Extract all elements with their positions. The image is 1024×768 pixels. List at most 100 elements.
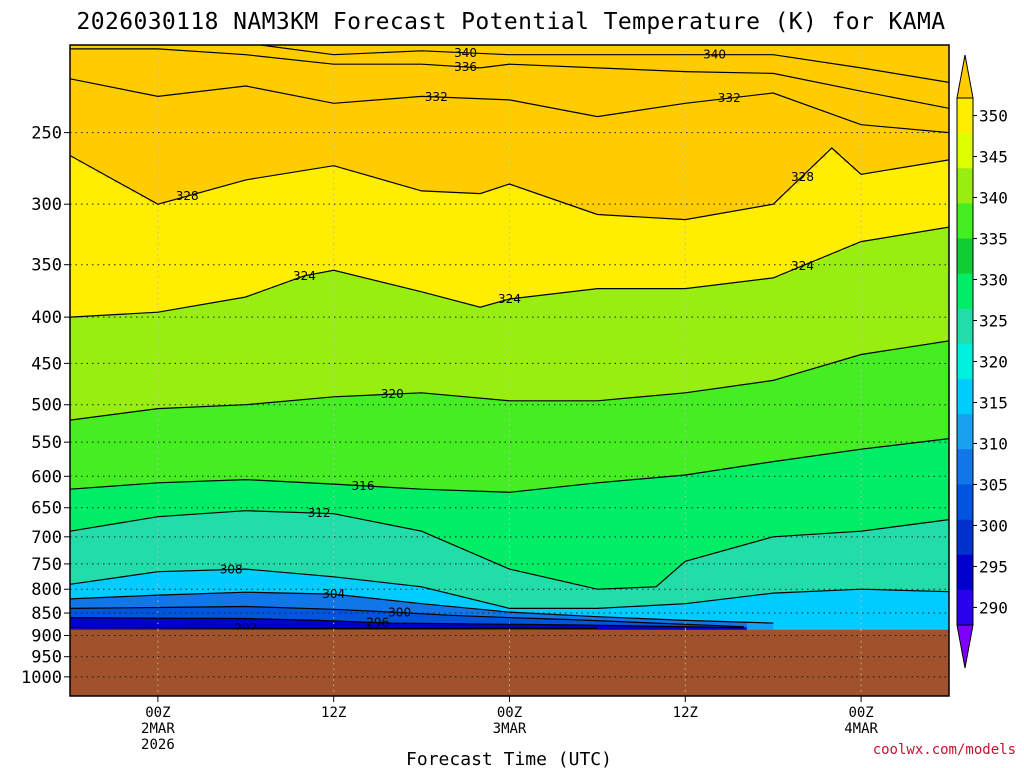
fill-cell	[878, 71, 889, 97]
fill-cell	[834, 251, 845, 362]
fill-cell	[676, 475, 686, 566]
fill-cell	[527, 608, 537, 614]
colorbar-bottom-arrow	[956, 624, 974, 669]
fill-cell	[676, 54, 686, 72]
fill-cell	[272, 92, 282, 176]
x-axis-label: Forecast Time (UTC)	[406, 749, 612, 768]
fill-cell	[122, 187, 133, 315]
fill-cell	[641, 478, 651, 588]
fill-cell	[193, 406, 203, 482]
fill-cell	[720, 98, 730, 214]
fill-cell	[324, 513, 335, 577]
fill-cell	[386, 600, 396, 613]
fill-cell	[483, 191, 493, 306]
fill-cell	[676, 45, 686, 56]
fill-cell	[254, 45, 264, 57]
fill-cell	[702, 54, 713, 73]
fill-cell	[175, 594, 185, 608]
fill-cell	[386, 525, 396, 584]
fill-cell	[298, 399, 308, 484]
fill-cell	[316, 100, 326, 169]
fill-cell	[685, 603, 695, 622]
fill-cell	[87, 597, 97, 609]
fill-cell	[641, 109, 651, 218]
fill-cell	[113, 88, 124, 184]
y-axis: 2503003504004505005506006507007508008509…	[21, 124, 70, 688]
fill-cell	[377, 394, 388, 488]
fill-cell	[650, 395, 660, 479]
fill-cell	[905, 129, 915, 168]
fill-cell	[571, 54, 581, 68]
fill-cell	[491, 399, 502, 493]
fill-cell	[298, 482, 308, 514]
fill-cell	[641, 396, 651, 480]
fill-cell	[122, 48, 133, 91]
contour-label: 308	[220, 563, 243, 577]
fill-cell	[500, 624, 511, 630]
fill-cell	[483, 398, 493, 493]
fill-cell	[87, 168, 97, 317]
contour-292	[70, 627, 598, 629]
fill-cell	[509, 54, 519, 65]
fill-cell	[351, 596, 361, 611]
fill-cell	[738, 45, 748, 56]
fill-cell	[817, 45, 827, 63]
fill-cell	[272, 285, 282, 403]
fill-cell	[228, 183, 238, 300]
y-tick-label: 950	[31, 648, 62, 668]
fill-cell	[483, 624, 493, 630]
colorbar-block	[957, 133, 973, 169]
fill-cell	[96, 608, 106, 619]
fill-cell	[316, 62, 326, 102]
fill-cell	[219, 186, 229, 302]
fill-cell	[351, 275, 361, 397]
fill-cell	[650, 45, 660, 56]
fill-cell	[588, 588, 598, 609]
fill-cell	[412, 586, 423, 604]
fill-cell	[237, 86, 247, 182]
fill-cell	[166, 408, 177, 483]
fill-cell	[404, 585, 414, 603]
fill-cell	[439, 394, 449, 491]
fill-cell	[597, 608, 607, 618]
fill-cell	[210, 512, 221, 571]
fill-cell	[228, 606, 238, 620]
fill-cell	[307, 593, 317, 610]
fill-cell	[711, 552, 722, 601]
fill-cell	[738, 622, 748, 628]
fill-cell	[430, 51, 440, 66]
fill-cell	[535, 65, 546, 107]
fill-cell	[342, 273, 352, 397]
fill-cell	[861, 92, 871, 126]
fill-cell	[421, 393, 431, 490]
fill-cell	[228, 45, 238, 55]
fill-cell	[263, 619, 273, 629]
fill-cell	[237, 45, 247, 56]
fill-cell	[360, 277, 370, 396]
fill-cell	[360, 519, 370, 581]
fill-cell	[184, 306, 194, 408]
fill-cell	[913, 164, 924, 233]
fill-cell	[157, 571, 168, 596]
fill-cell	[483, 99, 493, 192]
fill-cell	[834, 532, 845, 591]
fill-cell	[316, 52, 326, 64]
fill-cell	[316, 608, 326, 622]
x-tick-label: 3MAR	[493, 721, 527, 737]
fill-cell	[333, 594, 344, 611]
fill-cell	[729, 548, 739, 599]
fill-cell	[122, 617, 133, 629]
fill-cell	[887, 127, 897, 170]
fill-cell	[237, 181, 247, 299]
fill-cell	[527, 104, 537, 193]
fill-cell	[201, 481, 212, 515]
fill-cell	[755, 463, 766, 542]
fill-cell	[694, 390, 704, 474]
fill-cell	[711, 470, 722, 554]
fill-cell	[694, 217, 704, 288]
fill-cell	[430, 614, 440, 625]
fill-cell	[491, 563, 502, 606]
fill-cell	[122, 313, 133, 414]
fill-cell	[342, 45, 352, 55]
fill-cell	[597, 45, 607, 56]
